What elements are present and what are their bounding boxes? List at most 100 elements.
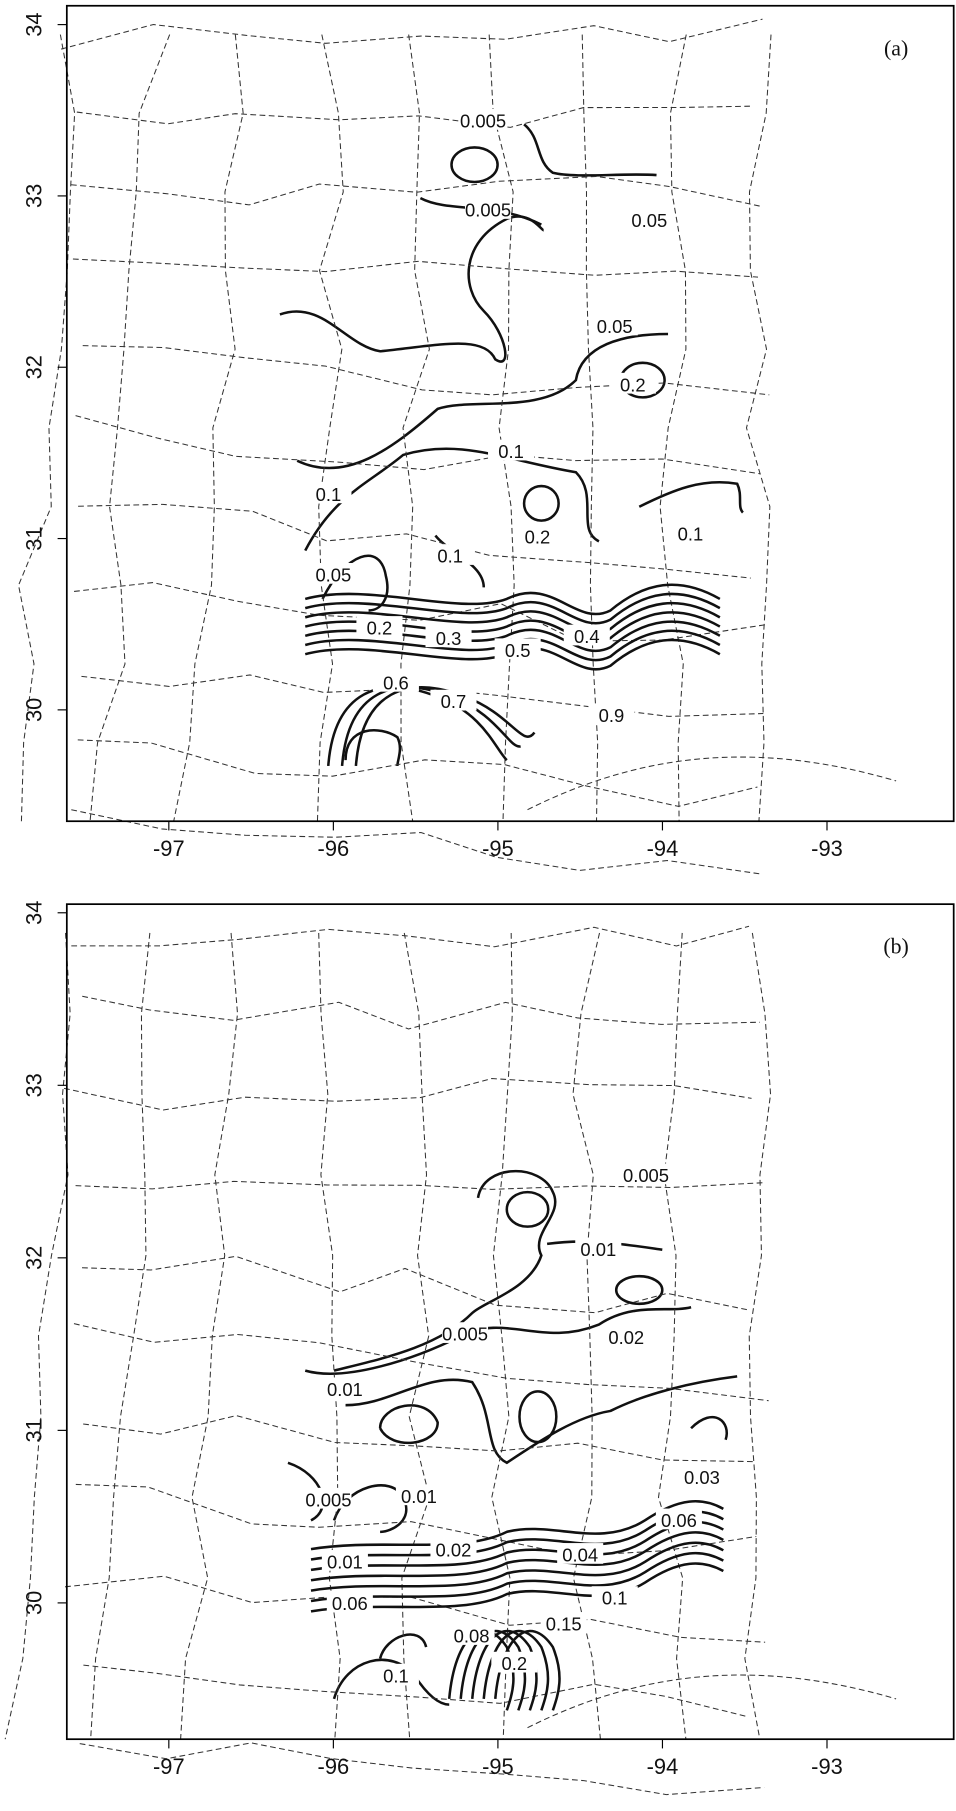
contour-label: 0.1	[602, 1588, 628, 1609]
contour-line	[450, 146, 499, 184]
contour-label: 0.3	[436, 628, 462, 649]
county-line	[581, 34, 599, 822]
contour-label-bg	[305, 1487, 352, 1509]
contour-label: 0.7	[441, 691, 467, 712]
county-line	[75, 1483, 757, 1557]
contour-label: 0.05	[631, 210, 667, 231]
contour-line	[310, 1562, 724, 1613]
x-tick-label: -94	[647, 1754, 679, 1779]
y-tick-label: 34	[21, 12, 46, 36]
contour-label: 0.1	[383, 1665, 409, 1686]
contour-label: 0.04	[562, 1545, 598, 1566]
contour-label-bg	[372, 670, 419, 692]
contour-line	[296, 332, 669, 470]
county-line	[90, 932, 151, 1740]
contour-label-bg	[514, 525, 561, 547]
contour-line	[304, 1306, 692, 1375]
contour-label: 0.02	[436, 1539, 472, 1560]
x-tick-label: -93	[811, 1754, 843, 1779]
contour-line	[304, 638, 721, 671]
contour-label-bg	[305, 482, 352, 504]
contour-label: 0.1	[316, 484, 342, 505]
county-line	[18, 34, 76, 822]
contour-label: 0.2	[502, 1653, 528, 1674]
county-line	[73, 1323, 769, 1402]
coastline	[527, 756, 897, 811]
contour-label-bg	[557, 1543, 604, 1564]
county-line	[78, 503, 751, 579]
panel-label: (b)	[883, 935, 909, 959]
contour-label: 0.01	[580, 1239, 616, 1260]
contour-label-bg	[310, 563, 357, 584]
x-tick-label: -95	[482, 836, 514, 861]
contour-line	[690, 1415, 728, 1441]
contour-label-bg	[321, 1549, 368, 1571]
contour-label-bg	[321, 1377, 368, 1399]
contour-label-bg	[395, 1484, 442, 1506]
contour-label-bg	[448, 1624, 495, 1645]
contour-label-bg	[488, 439, 535, 461]
y-tick-label: 31	[21, 1418, 46, 1442]
map-panel: -97 -96 -95 -94 -93 30 31 32 33 34 (a) 0.005 0.005 0.…	[18, 4, 955, 875]
contour-line	[638, 480, 744, 514]
contour-label: 0.005	[460, 110, 506, 131]
county-line	[400, 34, 430, 822]
y-tick-label: 34	[21, 901, 46, 925]
x-tick-label: -94	[647, 836, 679, 861]
county-line	[60, 18, 763, 50]
county-line	[83, 1664, 748, 1718]
county-line	[81, 1255, 748, 1314]
contour-line	[279, 215, 545, 363]
contour-label-bg	[441, 1322, 489, 1343]
county-line	[173, 34, 244, 822]
contour-label: 0.4	[574, 626, 600, 647]
contour-label: 0.005	[465, 200, 511, 221]
contour-label: 0.2	[367, 618, 393, 639]
county-line	[76, 105, 750, 128]
county-line	[83, 1415, 755, 1463]
contour-label: 0.01	[327, 1379, 363, 1400]
contour-label-bg	[465, 198, 512, 219]
contour-label: 0.06	[332, 1593, 368, 1614]
plot-frame	[65, 903, 955, 1741]
contour-label-bg	[460, 109, 507, 130]
contour-line	[310, 1500, 724, 1551]
contour-line	[447, 1629, 515, 1711]
contour-line	[304, 583, 721, 616]
y-tick-label: 33	[21, 1073, 46, 1097]
contour-label: 0.9	[599, 705, 625, 726]
contour-label-bg	[326, 1591, 373, 1613]
contour-label-bg	[430, 1537, 477, 1559]
y-tick-label: 32	[21, 355, 46, 379]
plot-frame	[65, 4, 955, 823]
county-line	[491, 932, 513, 1740]
contour-label-bg	[356, 616, 403, 637]
panel-label: (a)	[884, 36, 908, 60]
contour-line	[518, 1390, 558, 1444]
contour-label-bg	[372, 1663, 419, 1685]
contour-label: 0.005	[305, 1489, 351, 1510]
county-line	[744, 932, 772, 1740]
panel-b-lines	[287, 1169, 738, 1706]
y-tick-label: 30	[21, 698, 46, 722]
contour-label: 0.05	[315, 564, 351, 585]
coastline	[527, 1674, 897, 1729]
contour-line	[304, 447, 600, 552]
contour-label: 0.2	[525, 527, 551, 548]
county-line	[72, 258, 759, 278]
contour-label: 0.15	[546, 1614, 582, 1635]
county-line	[316, 34, 344, 822]
contour-label-bg	[491, 1651, 538, 1673]
contour-line	[304, 629, 721, 662]
x-tick-label: -96	[318, 1754, 350, 1779]
contour-line	[378, 1404, 439, 1445]
county-line	[63, 1078, 752, 1111]
contour-line	[523, 123, 657, 177]
county-line	[71, 809, 762, 875]
contour-label: 0.03	[684, 1467, 720, 1488]
county-line	[572, 932, 601, 1740]
y-tick-label: 30	[21, 1591, 46, 1615]
county-line	[79, 1742, 765, 1796]
contour-label: 0.02	[608, 1327, 644, 1348]
contour-label: 0.01	[401, 1486, 437, 1507]
